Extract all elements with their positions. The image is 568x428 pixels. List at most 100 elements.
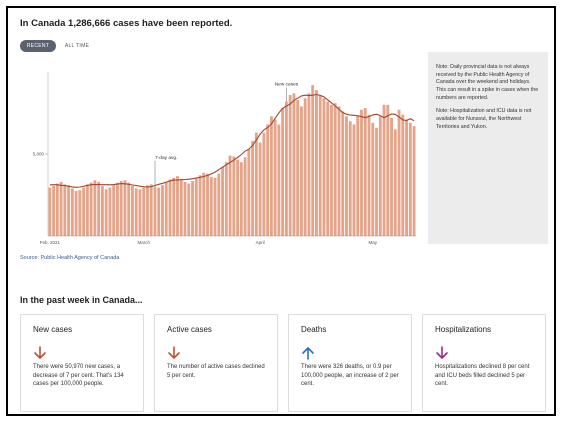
arrow-up-icon <box>302 347 314 360</box>
bar <box>213 177 217 236</box>
bar <box>348 121 352 236</box>
bar <box>119 181 123 236</box>
bar <box>97 181 101 236</box>
bar <box>55 183 59 236</box>
bar <box>243 157 247 236</box>
bar <box>292 93 296 236</box>
card-text: Hospitalizations declined 8 per cent and… <box>435 364 530 388</box>
y-tick-label: 5,000 <box>33 152 45 157</box>
bar <box>375 127 378 236</box>
bar <box>352 124 356 236</box>
bar <box>153 186 157 236</box>
bar <box>157 187 161 236</box>
toggle-recent-button[interactable]: RECENT <box>20 40 56 52</box>
bar <box>104 189 108 236</box>
bar <box>337 106 341 236</box>
card-text: There were 326 deaths, or 0.9 per 100,00… <box>301 364 399 388</box>
card-text: There were 50,970 new cases, a decrease … <box>33 364 124 388</box>
bar <box>251 140 255 236</box>
bar <box>401 114 405 236</box>
bar <box>315 90 318 236</box>
bar <box>85 184 89 236</box>
bar <box>363 108 367 236</box>
bar <box>412 126 416 236</box>
bar <box>277 124 281 236</box>
bar <box>239 162 243 236</box>
bar <box>318 94 322 237</box>
cases-bar-chart: 5,000 Feb. 2021 March April May 7-day avg. New… <box>33 72 416 245</box>
bar <box>371 122 375 236</box>
bar <box>52 185 56 236</box>
bar <box>78 190 82 236</box>
bar <box>164 181 168 236</box>
bar <box>209 176 213 236</box>
bar <box>115 182 119 236</box>
bar <box>236 159 240 236</box>
bar <box>224 162 228 236</box>
bar <box>59 181 63 236</box>
x-tick-label: March <box>137 240 150 245</box>
bar <box>326 101 330 236</box>
card-title: Deaths <box>301 325 327 334</box>
card-new-cases: New cases There were 50,970 new cases, a… <box>20 314 144 412</box>
card-text: The number of active cases declined 5 pe… <box>167 364 265 379</box>
bar <box>390 117 393 236</box>
card-active-cases: Active cases The number of active cases … <box>154 314 278 412</box>
bar <box>397 109 401 236</box>
bar <box>258 142 262 236</box>
bar <box>303 98 307 236</box>
arrow-down-icon <box>34 346 46 359</box>
card-title: New cases <box>33 325 73 334</box>
page-frame: In Canada 1,286,666 cases have been repo… <box>6 6 556 416</box>
bar <box>134 188 138 236</box>
bar <box>341 111 345 236</box>
bar <box>356 116 360 236</box>
bar <box>127 182 131 236</box>
annotation-label: New cases <box>275 82 299 88</box>
bar <box>172 177 176 236</box>
bar <box>67 185 71 236</box>
bar <box>93 180 97 236</box>
bar <box>48 187 52 236</box>
bar <box>123 180 127 236</box>
bar <box>345 116 348 236</box>
bar <box>100 185 104 236</box>
bar <box>386 104 390 236</box>
bar <box>273 119 277 236</box>
source-link[interactable]: Source: Public Health Agency of Canada <box>20 255 120 261</box>
bar <box>89 182 93 236</box>
bar <box>378 116 382 236</box>
bar <box>131 185 134 236</box>
bar <box>70 188 74 236</box>
bar <box>206 173 209 236</box>
bar <box>330 104 333 236</box>
section-title: In the past week in Canada... <box>20 295 143 305</box>
bar <box>367 114 371 236</box>
bar <box>146 185 149 236</box>
bar <box>322 98 326 236</box>
seven-day-average-line <box>49 93 415 188</box>
bar <box>232 156 236 236</box>
card-title: Active cases <box>167 325 212 334</box>
bar <box>262 132 266 236</box>
bar <box>408 122 412 236</box>
x-tick-label: May <box>369 240 378 245</box>
card-title: Hospitalizations <box>435 325 492 334</box>
toggle-all-time-button[interactable]: ALL TIME <box>64 43 90 49</box>
x-tick-label: April <box>256 240 265 245</box>
bar <box>183 181 187 236</box>
bar <box>382 104 386 236</box>
bar <box>179 178 183 236</box>
bar <box>228 155 232 236</box>
bar <box>82 187 86 236</box>
bar <box>266 124 270 236</box>
bar <box>221 167 224 236</box>
bar <box>194 177 198 236</box>
bar <box>74 190 78 236</box>
x-tick-label: Feb. 2021 <box>40 240 61 245</box>
bar <box>284 101 288 236</box>
bar <box>247 149 251 236</box>
bar <box>281 108 285 236</box>
bar <box>149 184 153 236</box>
bar <box>168 179 172 236</box>
